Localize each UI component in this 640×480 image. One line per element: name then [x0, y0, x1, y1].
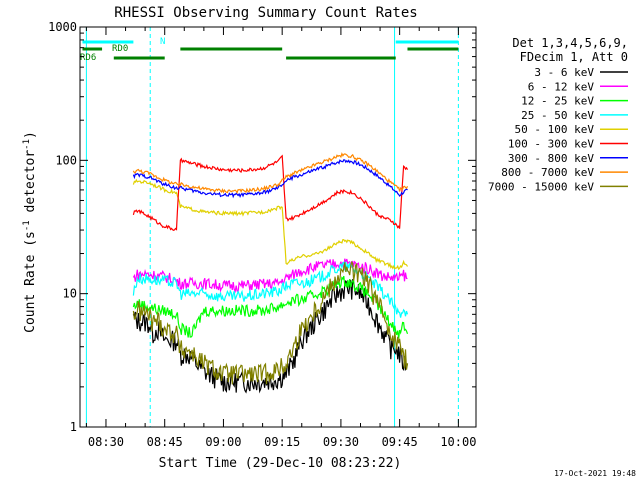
legend-label-6: 100 - 300 keV: [508, 138, 594, 151]
y-axis: 1 10 100 1000: [48, 20, 476, 434]
x-tick-label-5: 09:30: [323, 435, 359, 449]
y-axis-label: Count Rate (s-1 detector-1): [22, 131, 38, 333]
legend-label-2: 6 - 12 keV: [528, 80, 595, 93]
y-tick-label-1: 1: [70, 420, 77, 434]
series-line-3: [132, 275, 409, 339]
y-axis-label-part-1: Count Rate (s: [23, 231, 38, 333]
legend-label-9: 7000 - 15000 keV: [488, 180, 594, 193]
x-tick-label-4: 09:15: [264, 435, 300, 449]
x-tick-label-7: 10:00: [440, 435, 476, 449]
annotation-3: RD6: [80, 53, 96, 63]
legend-label-1: 3 - 6 keV: [534, 66, 594, 79]
legend-label-3: 12 - 25 keV: [521, 95, 594, 108]
x-tick-label-6: 09:45: [382, 435, 418, 449]
x-axis-label: Start Time (29-Dec-10 08:23:22): [159, 456, 402, 471]
footer-timestamp: 17-Oct-2021 19:48: [554, 469, 636, 478]
legend-header-2: FDecim 1, Att 0: [520, 50, 628, 64]
y-tick-label-2: 10: [63, 287, 77, 301]
x-tick-label-2: 08:45: [147, 435, 183, 449]
legend-header-1: Det 1,3,4,5,6,9,: [512, 36, 628, 50]
x-tick-label-3: 09:00: [205, 435, 241, 449]
plot-frame: [79, 26, 477, 428]
legend-label-7: 300 - 800 keV: [508, 152, 594, 165]
y-tick-label-3: 100: [55, 153, 77, 167]
y-tick-label-4: 1000: [48, 20, 77, 34]
series-line-5: [132, 178, 409, 271]
legend-label-4: 25 - 50 keV: [521, 109, 594, 122]
series-line-8: [132, 152, 409, 195]
series-line-2: [132, 258, 408, 294]
annotation-1: N: [160, 37, 165, 47]
legend-label-5: 50 - 100 keV: [515, 123, 595, 136]
annotation-2: RD0: [112, 44, 128, 54]
legend-label-8: 800 - 7000 keV: [501, 166, 594, 179]
series-line-7: [132, 159, 408, 199]
y-axis-label-sup-2: -1: [22, 139, 32, 150]
legend: Det 1,3,4,5,6,9, FDecim 1, Att 0 3 - 6 k…: [488, 36, 628, 193]
y-axis-label-part-2: detector: [23, 150, 38, 221]
y-axis-label-part-3: ): [23, 131, 38, 139]
plot-area: N RD0 RD6: [80, 27, 459, 427]
chart-title: RHESSI Observing Summary Count Rates: [114, 5, 417, 21]
y-axis-label-sup-1: -1: [22, 220, 32, 231]
x-tick-label-1: 08:30: [88, 435, 124, 449]
series-line-9: [132, 260, 409, 385]
x-axis: 08:30 08:45 09:00 09:15 09:30 09:45 10:00: [85, 27, 476, 449]
